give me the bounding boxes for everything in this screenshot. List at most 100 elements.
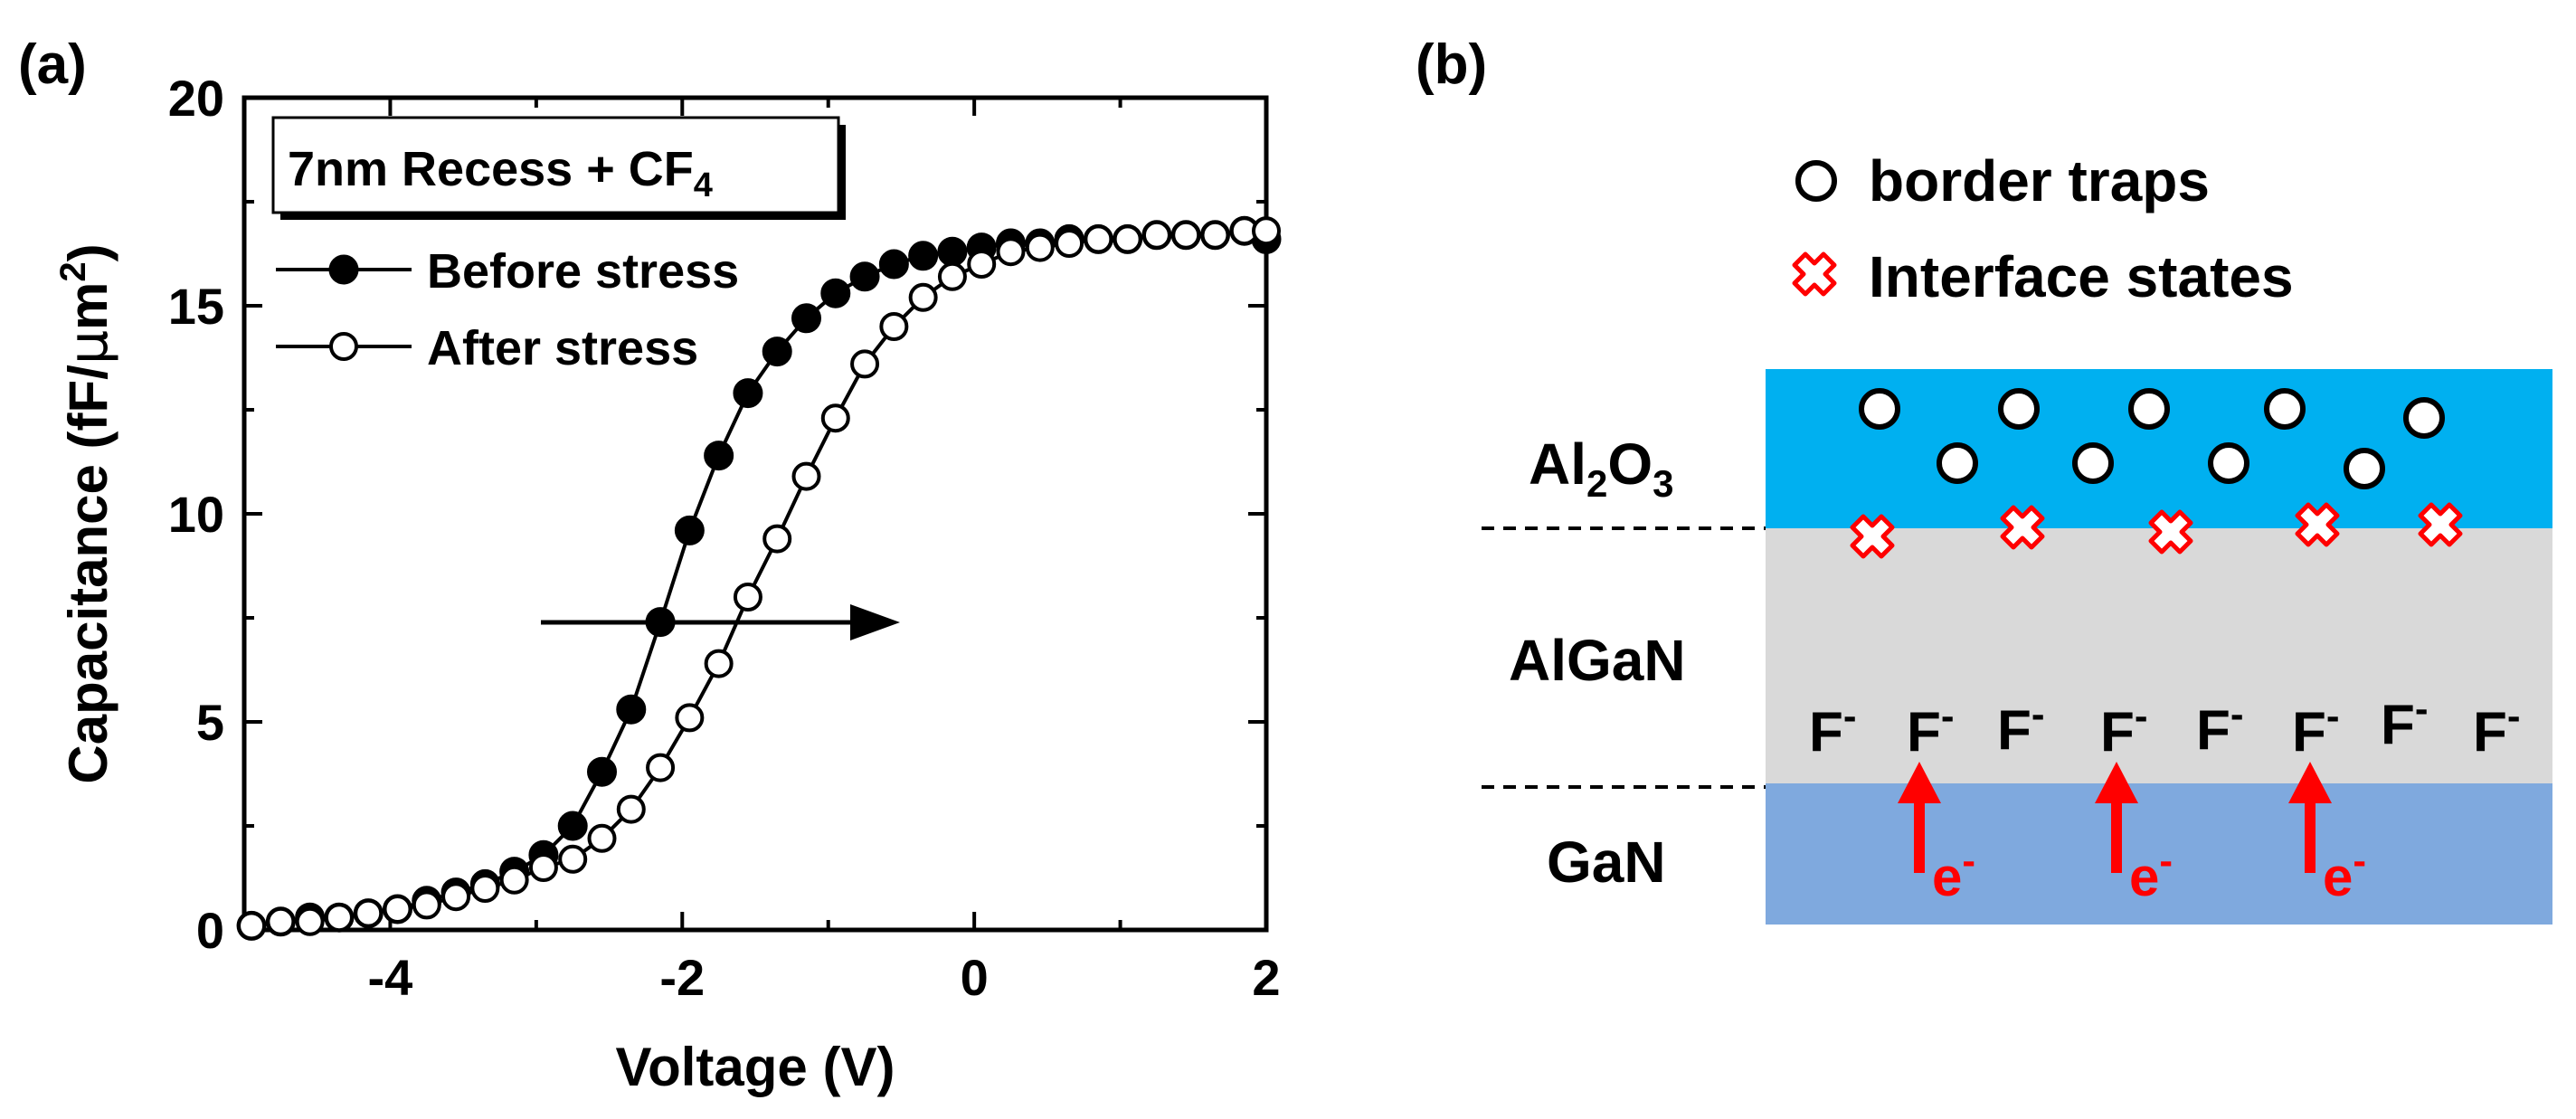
y-axis-label-unit: m xyxy=(58,282,118,330)
shift-arrow-head xyxy=(850,604,900,640)
series-lines xyxy=(251,229,1267,928)
fluorine-ions: F- F- F- F- F- F- F- F- xyxy=(1809,687,2521,763)
border-trap xyxy=(2208,442,2249,484)
x-tick-label: 0 xyxy=(961,949,989,1006)
after-stress-point xyxy=(1084,224,1113,254)
border-trap xyxy=(1859,388,1900,430)
before-stress-point xyxy=(557,811,588,841)
border-trap xyxy=(1937,442,1978,484)
y-axis-label-mu: μ xyxy=(57,330,120,365)
after-stress-point xyxy=(967,250,997,279)
x-tick-label: 2 xyxy=(1252,949,1280,1006)
interface-state xyxy=(2003,507,2042,547)
electron-label: e- xyxy=(2129,839,2173,907)
after-stress-point xyxy=(646,753,676,782)
after-stress-point xyxy=(908,282,938,312)
interface-state-legend-icon xyxy=(1795,254,1834,294)
after-stress-point xyxy=(733,583,762,612)
after-stress-point xyxy=(879,312,909,341)
after-stress-point xyxy=(850,349,880,379)
interface-state xyxy=(1852,517,1892,556)
electron-label: e- xyxy=(2323,839,2366,907)
after-stress-point xyxy=(1055,229,1084,258)
before-stress-point xyxy=(704,441,734,471)
after-stress-point xyxy=(237,911,267,941)
after-stress-point xyxy=(295,906,325,936)
legend-marker-before xyxy=(328,254,359,285)
after-stress-point xyxy=(499,865,529,895)
panel-a-label: (a) xyxy=(18,33,87,96)
series-markers xyxy=(236,215,1282,941)
x-axis-label: Voltage (V) xyxy=(616,1037,895,1097)
before-stress-point xyxy=(849,261,880,292)
after-stress-point xyxy=(1141,220,1171,250)
after-stress-point xyxy=(587,823,617,853)
border-trap xyxy=(1998,388,2040,430)
after-stress-point xyxy=(1200,220,1230,250)
gan-layer xyxy=(1766,783,2552,925)
before-stress-point xyxy=(878,249,909,280)
after-stress-point xyxy=(1252,216,1281,246)
legend-marker-after xyxy=(329,332,358,361)
y-axis-label-main: Capacitance (fF/ xyxy=(58,365,118,784)
before-stress-point xyxy=(587,756,617,787)
after-stress-point xyxy=(354,898,384,928)
before-stress-point xyxy=(616,694,647,725)
fluorine-ion: F- xyxy=(2381,687,2429,756)
border-traps xyxy=(1859,388,2445,489)
after-stress-point xyxy=(470,874,500,903)
after-stress-point xyxy=(412,890,441,920)
condition-box: 7nm Recess + CF4 xyxy=(271,116,846,220)
border-trap xyxy=(2403,397,2445,439)
legend-label-before: Before stress xyxy=(427,244,739,299)
condition-subscript: 4 xyxy=(694,166,713,204)
electron-arrow-head xyxy=(2095,762,2138,803)
before-stress-point xyxy=(791,303,821,334)
after-stress-point xyxy=(791,461,821,491)
after-stress-point xyxy=(675,703,705,733)
al2o3-label-o: O xyxy=(1607,431,1653,497)
y-axis-label-close: ) xyxy=(58,243,118,261)
fluorine-ion: F- xyxy=(1809,694,1857,763)
condition-box-frame xyxy=(271,116,840,214)
al2o3-label-sub3: 3 xyxy=(1653,462,1673,505)
electron-label: e- xyxy=(1932,839,1975,907)
before-stress-point xyxy=(820,278,851,308)
before-stress-point xyxy=(733,378,763,409)
border-trap-legend-icon xyxy=(1795,160,1837,202)
fluorine-ion: F- xyxy=(2100,694,2148,763)
after-stress-point xyxy=(558,844,588,874)
al2o3-label-sub2: 2 xyxy=(1586,462,1607,505)
interface-state xyxy=(2297,505,2337,545)
after-stress-point xyxy=(441,882,471,912)
panel-b: (b) border traps Interface states Al2O3 … xyxy=(1416,33,2552,925)
y-tick-label: 10 xyxy=(168,486,224,543)
before-stress-point xyxy=(908,241,939,271)
electron-arrow-head xyxy=(2288,762,2332,803)
condition-box-text: 7nm Recess + CF4 xyxy=(288,142,713,204)
y-axis-label-sup: 2 xyxy=(53,261,93,281)
before-stress-point xyxy=(937,236,968,267)
panel-b-label: (b) xyxy=(1416,33,1487,96)
after-stress-point xyxy=(528,853,558,882)
after-stress-point xyxy=(820,403,850,433)
border-trap xyxy=(2344,448,2385,489)
y-tick-label: 5 xyxy=(196,694,224,751)
before-stress-point xyxy=(762,337,792,367)
x-tick-label: -2 xyxy=(659,949,705,1006)
al2o3-label: Al2O3 xyxy=(1529,431,1674,505)
x-tick-label: -4 xyxy=(368,949,413,1006)
after-stress-point xyxy=(324,903,354,933)
fluorine-ion: F- xyxy=(1997,692,2045,762)
after-stress-point xyxy=(1113,224,1142,254)
after-stress-point xyxy=(996,237,1026,267)
algan-layer xyxy=(1766,528,2552,783)
after-stress-point xyxy=(266,906,296,936)
series-legend: Before stress After stress xyxy=(276,244,739,375)
after-stress-point xyxy=(704,649,734,678)
interface-state xyxy=(2151,512,2191,552)
after-stress-point xyxy=(1171,220,1201,250)
y-tick-label: 20 xyxy=(168,70,224,127)
